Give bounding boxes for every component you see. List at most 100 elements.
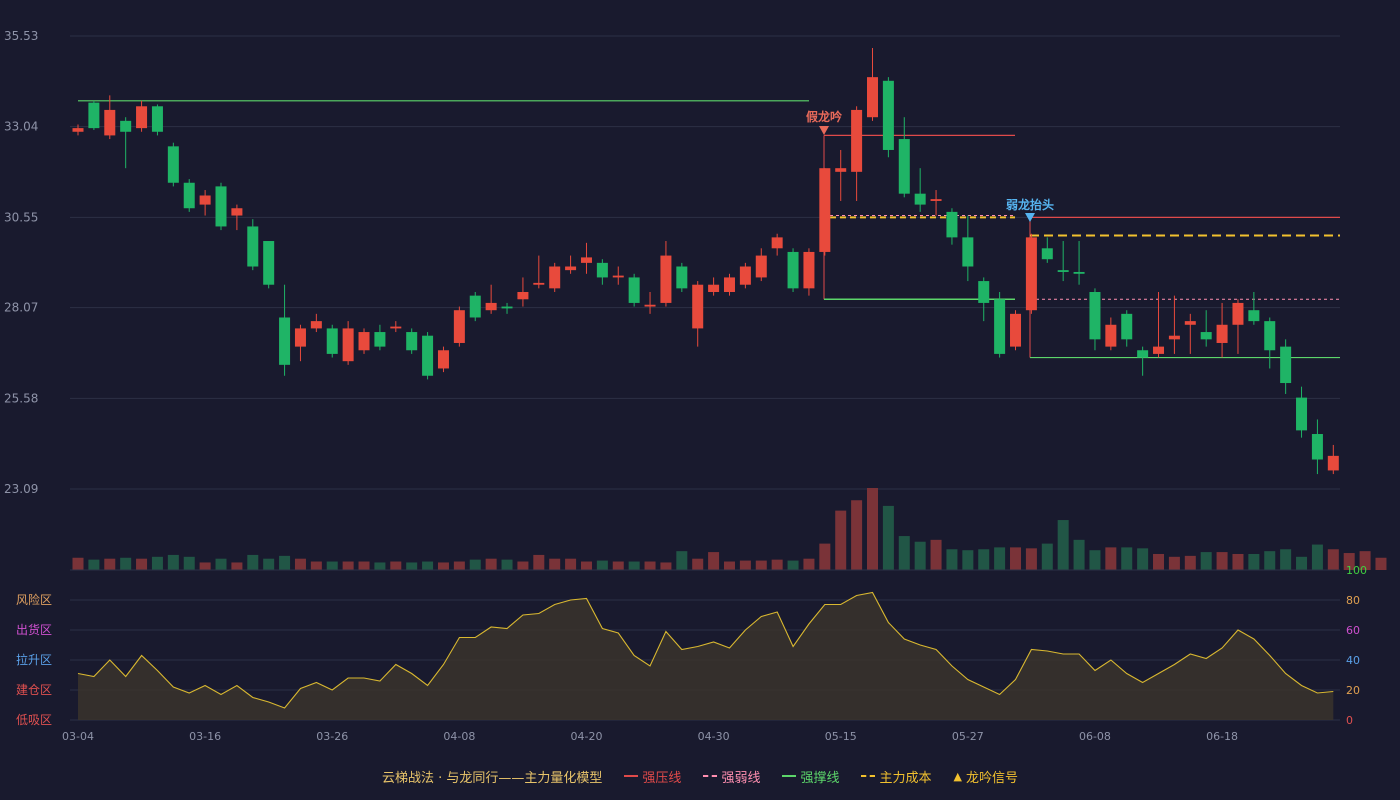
candle-body: [596, 262, 608, 278]
date-tick-label: 03-16: [189, 730, 221, 743]
volume-bar: [549, 558, 561, 570]
legend-title: 云梯战法 · 与龙同行——主力量化模型: [382, 770, 603, 786]
solid-line-icon: [782, 775, 797, 777]
candle-body: [1041, 248, 1053, 260]
volume-bar: [1280, 549, 1292, 570]
osc-tick-label: 60: [1346, 624, 1360, 637]
volume-bar: [835, 510, 847, 570]
volume-bar: [501, 559, 513, 570]
candle-body: [898, 139, 910, 194]
candle-body: [263, 241, 275, 285]
candle-body: [1105, 324, 1117, 347]
candle-body: [1025, 237, 1037, 311]
zone-label: 建仓区: [16, 683, 52, 697]
volume-bar: [136, 558, 148, 570]
volume-bar: [580, 561, 592, 570]
chart-legend: 云梯战法 · 与龙同行——主力量化模型 强压线 强弱线 强撑线 主力成本 ▲ 龙…: [0, 760, 1400, 792]
volume-bar: [279, 555, 291, 570]
volume-bar: [692, 558, 704, 570]
fake-dragon-label: 假龙吟: [806, 109, 842, 124]
volume-bar: [88, 559, 100, 570]
candle-body: [1168, 335, 1180, 340]
signal-annotations: 假龙吟 弱龙抬头: [806, 109, 1054, 222]
candle-body: [533, 282, 545, 285]
price-grid: [70, 35, 1340, 490]
osc-tick-label: 0: [1346, 714, 1353, 727]
candle-body: [406, 332, 418, 351]
date-tick-label: 06-08: [1079, 730, 1111, 743]
volume-bar: [612, 561, 624, 570]
candle-body: [771, 237, 783, 249]
volume-bar: [771, 559, 783, 570]
candle-body: [247, 226, 259, 267]
volume-bar: [390, 561, 402, 570]
price-axis-labels: 35.53 33.04 30.55 28.07 25.58 23.09: [4, 29, 38, 496]
volume-bar: [120, 557, 132, 570]
volume-bar: [1121, 547, 1133, 570]
dashed-line-icon: [703, 775, 718, 777]
date-tick-label: 05-27: [952, 730, 984, 743]
osc-tick-label: 40: [1346, 654, 1360, 667]
fake-dragon-arrow-icon: [819, 126, 829, 135]
date-tick-label: 04-08: [443, 730, 475, 743]
candle-body: [549, 266, 561, 289]
candle-body: [1089, 291, 1101, 340]
volume-bar: [962, 550, 974, 570]
volume-bar: [1041, 543, 1053, 570]
candle-body: [294, 328, 306, 347]
dashed-line-icon: [861, 775, 876, 777]
volume-bar: [1057, 520, 1069, 570]
candle-body: [755, 255, 767, 278]
legend-item-support[interactable]: 强撑线: [782, 767, 839, 786]
legend-item-weak[interactable]: 强弱线: [703, 767, 760, 786]
candle-body: [946, 211, 958, 238]
candle-body: [231, 208, 243, 216]
date-tick-label: 04-20: [570, 730, 602, 743]
volume-bar: [1264, 551, 1276, 570]
volume-bar: [1010, 547, 1022, 570]
candle-body: [723, 277, 735, 292]
volume-bar: [882, 505, 894, 570]
candle-body: [358, 332, 370, 351]
candle-body: [835, 168, 847, 172]
candle-body: [88, 102, 100, 129]
volume-bar: [803, 558, 815, 570]
volume-bar: [1343, 553, 1355, 570]
legend-item-resistance[interactable]: 强压线: [624, 767, 681, 786]
volume-bar: [326, 561, 338, 570]
candle-body: [151, 106, 163, 132]
candle-body: [1216, 324, 1228, 343]
volume-bar: [485, 558, 497, 570]
volume-bar: [1248, 553, 1260, 570]
volume-bar: [708, 552, 720, 570]
candle-body: [1327, 455, 1339, 471]
volume-bar: [183, 556, 195, 570]
volume-bar: [978, 549, 990, 570]
volume-bar: [596, 560, 608, 570]
legend-item-cost[interactable]: 主力成本: [861, 767, 931, 786]
candle-body: [994, 299, 1006, 354]
volume-bar: [453, 561, 465, 570]
candle-body: [1137, 350, 1149, 358]
volume-bar: [930, 539, 942, 570]
candle-body: [374, 332, 386, 347]
volume-bar: [1168, 556, 1180, 570]
osc-tick-label: 100: [1346, 564, 1367, 577]
candle-body: [1200, 332, 1212, 340]
date-tick-label: 03-26: [316, 730, 348, 743]
candle-body: [485, 302, 497, 311]
volume-bar: [1184, 555, 1196, 570]
triangle-icon: ▲: [953, 769, 962, 783]
candle-body: [644, 304, 656, 307]
volume-bar: [1105, 547, 1117, 570]
osc-tick-label: 20: [1346, 684, 1360, 697]
date-axis-labels: 03-04 03-16 03-26 04-08 04-20 04-30 05-15 05-27…: [62, 730, 1238, 743]
legend-label: 强撑线: [800, 770, 840, 786]
volume-bar: [819, 543, 831, 570]
candle-body: [104, 109, 116, 136]
volume-bar: [469, 559, 481, 570]
legend-item-signal[interactable]: ▲ 龙吟信号: [953, 767, 1017, 786]
volume-bar: [247, 554, 259, 570]
